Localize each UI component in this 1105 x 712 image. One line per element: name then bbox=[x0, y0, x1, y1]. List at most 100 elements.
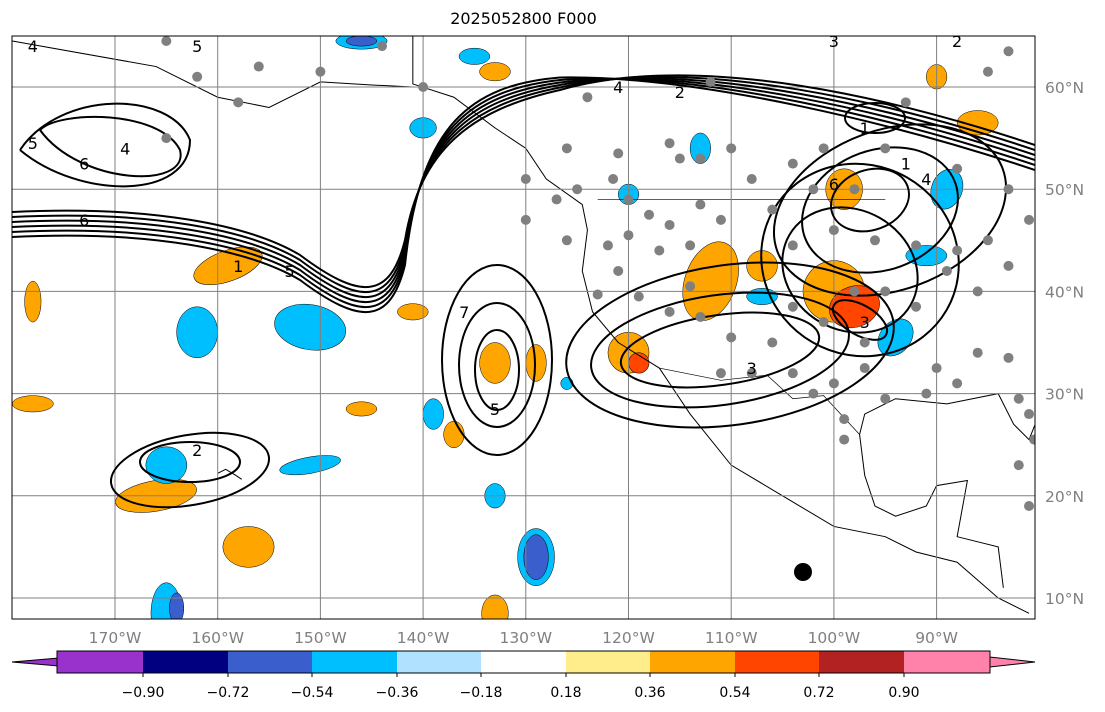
observation-dot bbox=[859, 363, 870, 374]
contour-label: 2 bbox=[952, 32, 962, 51]
observation-dot bbox=[664, 306, 675, 317]
lon-tick-label: 140°W bbox=[397, 629, 450, 647]
observation-dot bbox=[982, 66, 993, 77]
contour-label: 4 bbox=[921, 170, 931, 189]
observation-dot bbox=[1029, 434, 1035, 445]
contour-label: 1 bbox=[233, 257, 243, 276]
colorbar-segment bbox=[397, 651, 481, 673]
observation-dot bbox=[921, 388, 932, 399]
observation-dot bbox=[1024, 409, 1035, 420]
observation-dot bbox=[911, 240, 922, 251]
contour-label: 7 bbox=[459, 303, 469, 322]
lon-tick-label: 100°W bbox=[808, 629, 861, 647]
colorbar-tick-label: −0.72 bbox=[207, 685, 250, 701]
contour-label: 4 bbox=[28, 37, 38, 56]
colorbar-tick-label: −0.90 bbox=[122, 685, 165, 701]
observation-dot bbox=[685, 281, 696, 292]
observation-dot bbox=[664, 138, 675, 149]
contour-label: 2 bbox=[192, 441, 202, 460]
lon-tick-label: 130°W bbox=[499, 629, 552, 647]
observation-dot bbox=[685, 240, 696, 251]
shaded-anomaly-region bbox=[905, 245, 948, 267]
colorbar-tick-label: 0.36 bbox=[634, 685, 665, 701]
contour-label: 5 bbox=[28, 134, 38, 153]
observation-dot bbox=[623, 230, 634, 241]
observation-dot bbox=[767, 337, 778, 348]
observation-dot bbox=[1013, 460, 1024, 471]
shaded-anomaly-region bbox=[479, 342, 511, 384]
shaded-anomaly-region bbox=[176, 306, 218, 359]
contour-line bbox=[619, 311, 821, 389]
contour-label: 3 bbox=[829, 32, 839, 51]
lon-tick-label: 90°W bbox=[915, 629, 958, 647]
colorbar-segment bbox=[481, 651, 566, 673]
observation-dot bbox=[592, 289, 603, 300]
observation-dot bbox=[972, 347, 983, 358]
observation-dot bbox=[787, 240, 798, 251]
observation-dot bbox=[674, 153, 685, 164]
colorbar-segment bbox=[819, 651, 904, 673]
colorbar-segment bbox=[650, 651, 735, 673]
shaded-anomaly-region bbox=[422, 398, 444, 430]
shaded-anomaly-region bbox=[345, 36, 378, 47]
contour-label: 5 bbox=[490, 400, 500, 419]
observation-dot bbox=[952, 245, 963, 256]
shaded-anomaly-region bbox=[628, 352, 650, 374]
observation-dot bbox=[900, 97, 911, 108]
observation-dot bbox=[520, 214, 531, 225]
observation-dot bbox=[952, 163, 963, 174]
station-marker bbox=[794, 563, 812, 581]
observation-dot bbox=[787, 301, 798, 312]
lon-tick-label: 160°W bbox=[191, 629, 244, 647]
observation-dot bbox=[787, 158, 798, 169]
observation-dot bbox=[608, 173, 619, 184]
observation-dot bbox=[880, 393, 891, 404]
pacific-coastline bbox=[412, 36, 1030, 614]
coastlines bbox=[12, 36, 1035, 614]
observation-dot bbox=[253, 61, 264, 72]
shaded-anomaly-region bbox=[222, 526, 275, 568]
observation-dot bbox=[787, 368, 798, 379]
contour-line bbox=[12, 77, 1035, 309]
colorbar-segment bbox=[143, 651, 228, 673]
contour-line bbox=[139, 441, 241, 483]
contour-line bbox=[109, 431, 271, 509]
lat-tick-label: 60°N bbox=[1045, 79, 1084, 97]
observation-dot bbox=[818, 317, 829, 328]
contour-label: 6 bbox=[79, 211, 89, 230]
colorbar-segment bbox=[566, 651, 650, 673]
observation-dot bbox=[613, 265, 624, 276]
observation-dot bbox=[818, 143, 829, 154]
observation-dot bbox=[623, 194, 634, 205]
shaded-anomaly-region bbox=[12, 395, 54, 413]
observation-dot bbox=[695, 199, 706, 210]
observation-dot bbox=[746, 173, 757, 184]
contour-label: 5 bbox=[284, 262, 294, 281]
lon-tick-label: 120°W bbox=[602, 629, 655, 647]
observation-dot bbox=[418, 82, 429, 92]
observation-dot bbox=[551, 194, 562, 205]
shaded-anomaly-region bbox=[523, 534, 549, 580]
colorbar-tick-label: 0.54 bbox=[719, 685, 750, 701]
observation-dot bbox=[715, 368, 726, 379]
observation-dot bbox=[828, 225, 839, 236]
observation-dot bbox=[767, 204, 778, 215]
shaded-anomaly-region bbox=[169, 592, 185, 619]
shaded-anomaly-region bbox=[458, 47, 491, 65]
colorbar-segment bbox=[57, 651, 143, 673]
observation-dot bbox=[1003, 260, 1014, 271]
observation-dot bbox=[233, 97, 244, 108]
contour-line bbox=[19, 102, 192, 188]
shaded-anomaly-region bbox=[682, 241, 739, 321]
observation-dot bbox=[941, 265, 952, 276]
observation-dot bbox=[808, 184, 819, 195]
observation-dot bbox=[161, 36, 172, 47]
shaded-anomaly-region bbox=[481, 594, 509, 619]
shaded-anomaly-region bbox=[24, 280, 42, 323]
observation-dot bbox=[931, 363, 942, 374]
contour-label: 1 bbox=[860, 119, 870, 138]
contour-label: 1 bbox=[901, 155, 911, 174]
observation-dot bbox=[952, 378, 963, 389]
observation-dot bbox=[982, 235, 993, 246]
